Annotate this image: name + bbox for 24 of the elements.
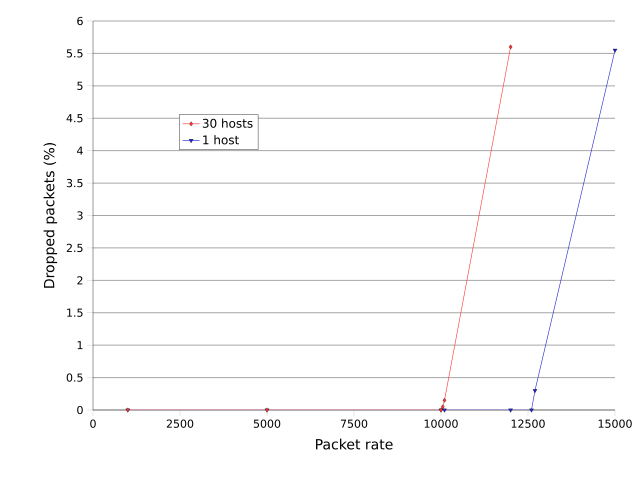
y-tick-label: 0.5 <box>66 373 83 382</box>
x-tick-label: 7500 <box>340 420 368 428</box>
legend-label: 1 host <box>203 135 239 144</box>
x-tick-label: 0 <box>90 420 96 428</box>
y-tick-label: 0 <box>77 406 83 414</box>
y-tick-label: 2 <box>77 276 82 284</box>
y-tick-label: 5.5 <box>66 49 83 58</box>
y-tick-label: 2.5 <box>66 244 83 252</box>
y-tick-label: 4 <box>77 146 83 155</box>
y-axis-title: Dropped packets (%) <box>44 143 58 288</box>
x-axis-title: Packet rate <box>316 438 393 450</box>
y-tick-label: 4.5 <box>66 114 83 122</box>
y-tick-label: 1.5 <box>67 308 83 317</box>
y-tick-label: 3 <box>77 211 83 220</box>
y-tick-label: 5 <box>77 82 83 90</box>
legend-label: 30 hosts <box>202 118 253 128</box>
x-tick-label: 5000 <box>254 420 280 428</box>
y-tick-label: 3.5 <box>66 178 83 188</box>
x-tick-label: 12500 <box>512 420 545 428</box>
x-tick-label: 15000 <box>598 420 632 428</box>
x-tick-label: 2500 <box>166 420 194 428</box>
y-tick-label: 6 <box>77 16 83 26</box>
y-tick-label: 1 <box>78 341 82 350</box>
x-tick-label: 10000 <box>424 420 458 428</box>
